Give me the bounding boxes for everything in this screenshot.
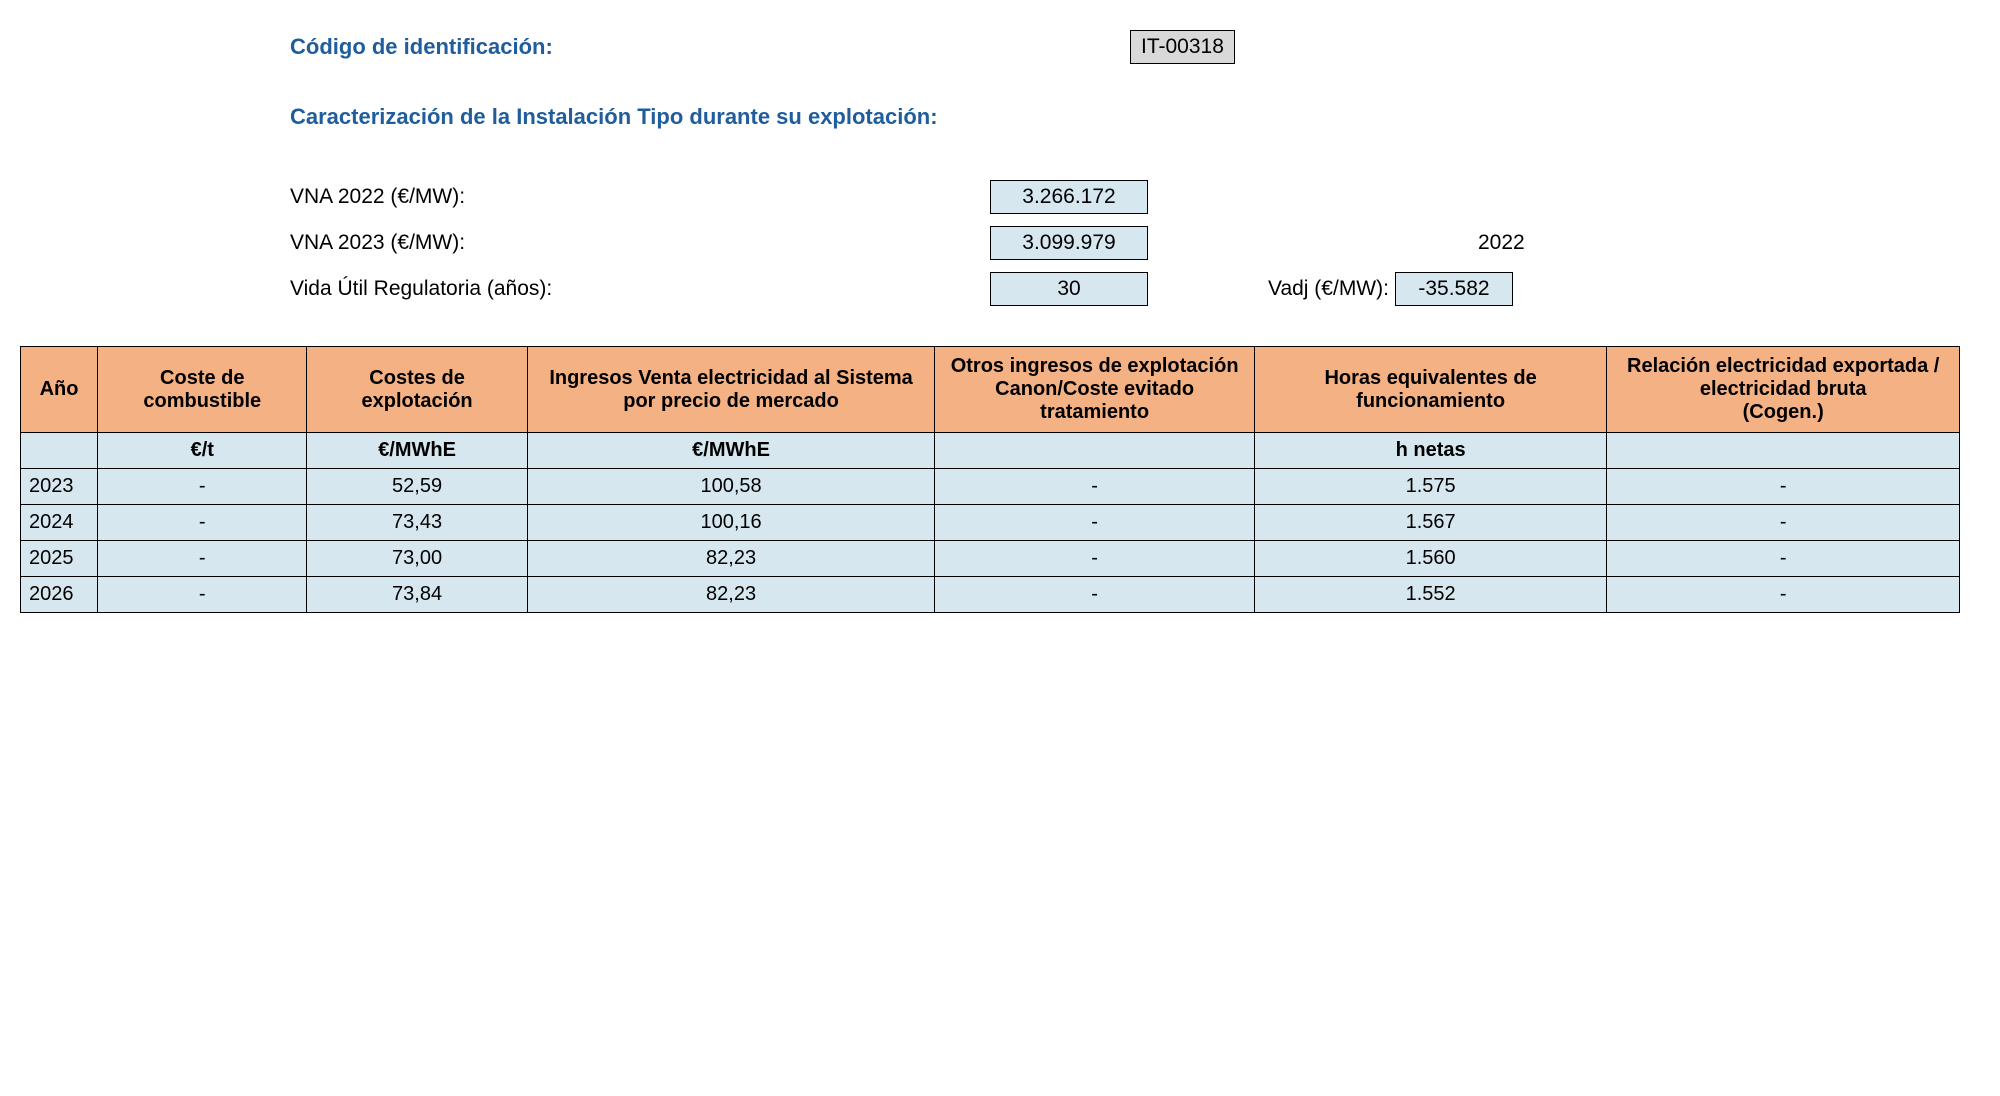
table-cell: - <box>1607 469 1960 505</box>
table-unit-cell: h netas <box>1254 433 1607 469</box>
table-unit-cell: €/MWhE <box>307 433 527 469</box>
table-header: Costes de explotación <box>307 347 527 433</box>
vida-value: 30 <box>990 272 1148 306</box>
table-cell: 73,43 <box>307 505 527 541</box>
table-header: Relación electricidad exportada / electr… <box>1607 347 1960 433</box>
table-header: Coste de combustible <box>98 347 307 433</box>
table-cell: 73,84 <box>307 577 527 613</box>
table-unit-cell <box>1607 433 1960 469</box>
id-value-box: IT-00318 <box>1130 30 1235 64</box>
vna2022-label: VNA 2022 (€/MW): <box>290 185 990 209</box>
vna2023-value: 3.099.979 <box>990 226 1148 260</box>
section-title: Caracterización de la Instalación Tipo d… <box>290 104 1980 130</box>
table-cell: 52,59 <box>307 469 527 505</box>
table-header: Otros ingresos de explotación Canon/Cost… <box>935 347 1254 433</box>
table-cell: 2023 <box>21 469 98 505</box>
year-ref: 2022 <box>1478 231 1525 255</box>
table-cell: 1.552 <box>1254 577 1607 613</box>
table-header: Ingresos Venta electricidad al Sistema p… <box>527 347 935 433</box>
table-header: Año <box>21 347 98 433</box>
data-table: AñoCoste de combustibleCostes de explota… <box>20 346 1960 613</box>
table-header: Horas equivalentes de funcionamiento <box>1254 347 1607 433</box>
vadj-value: -35.582 <box>1395 272 1513 306</box>
table-cell: - <box>935 541 1254 577</box>
vna2022-value: 3.266.172 <box>990 180 1148 214</box>
table-unit-cell: €/t <box>98 433 307 469</box>
vadj-label: Vadj (€/MW): <box>1268 277 1389 301</box>
table-cell: - <box>1607 541 1960 577</box>
table-cell: - <box>1607 577 1960 613</box>
table-unit-cell <box>21 433 98 469</box>
table-cell: 1.567 <box>1254 505 1607 541</box>
table-cell: 2025 <box>21 541 98 577</box>
table-unit-cell: €/MWhE <box>527 433 935 469</box>
table-cell: - <box>98 469 307 505</box>
id-label: Código de identificación: <box>290 34 1130 60</box>
table-cell: 73,00 <box>307 541 527 577</box>
table-cell: - <box>98 577 307 613</box>
vida-label: Vida Útil Regulatoria (años): <box>290 277 990 301</box>
table-cell: - <box>935 469 1254 505</box>
table-cell: 100,16 <box>527 505 935 541</box>
table-cell: 82,23 <box>527 577 935 613</box>
table-cell: - <box>98 505 307 541</box>
table-cell: - <box>98 541 307 577</box>
vna2023-label: VNA 2023 (€/MW): <box>290 231 990 255</box>
table-cell: 2024 <box>21 505 98 541</box>
table-cell: - <box>935 505 1254 541</box>
table-cell: 1.575 <box>1254 469 1607 505</box>
table-cell: 2026 <box>21 577 98 613</box>
table-cell: 82,23 <box>527 541 935 577</box>
table-unit-cell <box>935 433 1254 469</box>
table-cell: - <box>1607 505 1960 541</box>
table-cell: 100,58 <box>527 469 935 505</box>
table-cell: 1.560 <box>1254 541 1607 577</box>
table-cell: - <box>935 577 1254 613</box>
